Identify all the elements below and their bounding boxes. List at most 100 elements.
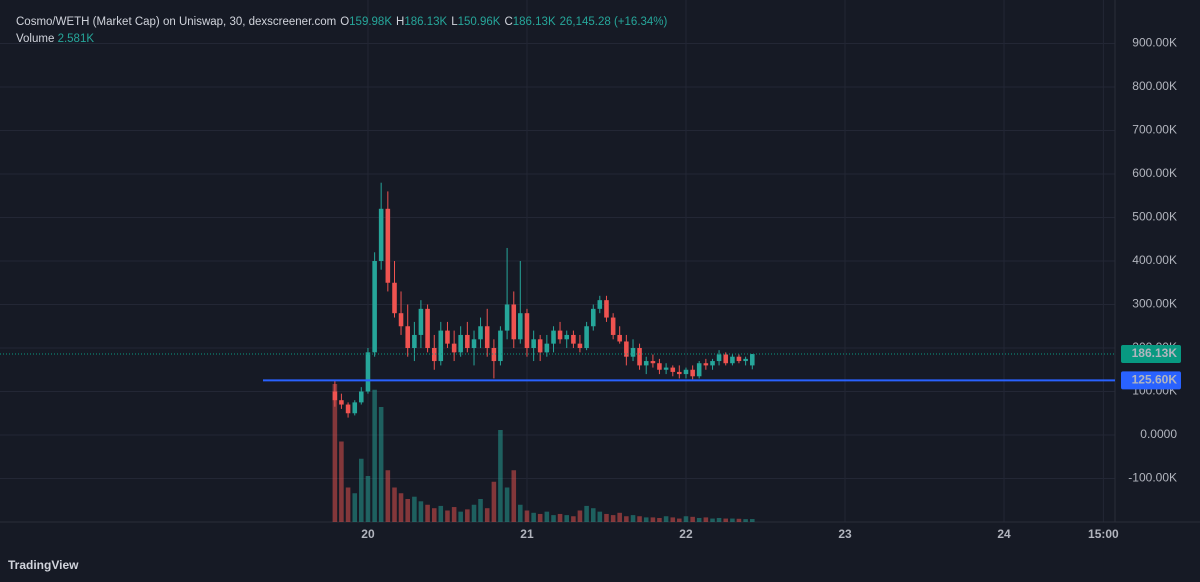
- x-tick-label: 23: [838, 527, 852, 541]
- candle-body: [531, 339, 536, 348]
- candle-body: [663, 367, 669, 370]
- candle-body: [431, 348, 437, 362]
- volume-bar: [458, 511, 463, 522]
- candle-body: [597, 300, 603, 309]
- candle-body: [484, 326, 490, 348]
- change-value: 26,145.28 (+16.34%): [559, 16, 668, 28]
- volume-bar: [604, 513, 609, 522]
- candle-body: [710, 361, 715, 366]
- volume-bar: [736, 518, 742, 522]
- candle-body: [511, 304, 517, 340]
- x-tick-label: 21: [520, 527, 534, 541]
- volume-bar: [610, 515, 616, 522]
- candle-body: [577, 343, 583, 348]
- volume-bar: [630, 515, 636, 522]
- volume-bar: [637, 516, 642, 522]
- volume-bar: [557, 513, 563, 522]
- volume-bar: [392, 487, 397, 522]
- volume-bar: [425, 504, 430, 522]
- candle-body: [617, 334, 622, 342]
- ohlc-value: 186.13K: [404, 16, 448, 28]
- volume-bar: [677, 518, 682, 522]
- candle-body: [716, 354, 722, 362]
- volume-bar: [690, 516, 695, 522]
- volume-bar: [365, 476, 371, 522]
- candle-body: [451, 343, 457, 353]
- volume-bar: [339, 441, 344, 522]
- volume-bar: [696, 517, 702, 522]
- volume-value: 2.581K: [57, 33, 95, 45]
- candle-body: [438, 330, 444, 362]
- volume-bar: [418, 501, 424, 522]
- candle-body: [471, 339, 477, 348]
- brand-name: TradingView: [8, 558, 79, 572]
- candle-body: [458, 334, 463, 353]
- candle-body: [683, 369, 689, 375]
- volume-bar: [597, 511, 603, 522]
- ohlc-key: O: [340, 16, 350, 28]
- candle-body: [518, 313, 523, 340]
- volume-bar: [590, 508, 596, 522]
- y-tick-label: 0.0000: [1140, 427, 1177, 441]
- symbol-title: Cosmo/WETH (Market Cap) on Uniswap, 30, …: [16, 16, 337, 28]
- volume-bar: [584, 505, 589, 522]
- volume-bar: [617, 512, 622, 522]
- volume-bar: [451, 507, 457, 522]
- volume-bar: [332, 384, 338, 522]
- candle-body: [412, 334, 417, 348]
- y-tick-label: 800.00K: [1132, 79, 1177, 93]
- x-tick-label: 22: [679, 527, 693, 541]
- ohlc-value: 150.96K: [457, 16, 501, 28]
- ohlc-value: 186.13K: [512, 16, 556, 28]
- volume-bar: [643, 517, 649, 522]
- hline-badge: [1121, 371, 1181, 390]
- volume-bar: [518, 504, 523, 522]
- symbol-line: Cosmo/WETH (Market Cap) on Uniswap, 30, …: [16, 14, 667, 31]
- volume-bar: [683, 516, 689, 522]
- candle-body: [630, 348, 636, 357]
- volume-bar: [358, 458, 364, 522]
- candle-body: [332, 391, 338, 401]
- candle-body: [643, 361, 649, 366]
- volume-bar: [730, 518, 735, 522]
- volume-bar: [385, 470, 391, 522]
- volume-bar: [650, 517, 656, 522]
- ohlc-key: H: [396, 16, 405, 28]
- candle-body: [703, 363, 709, 366]
- volume-bar: [551, 515, 556, 522]
- candle-body: [345, 404, 351, 414]
- candle-body: [696, 363, 702, 377]
- volume-bar: [537, 513, 543, 522]
- volume-bar: [471, 504, 477, 522]
- volume-bar: [663, 516, 669, 522]
- volume-bar: [531, 512, 536, 522]
- ohlc-value: 159.98K: [349, 16, 393, 28]
- candle-body: [677, 371, 682, 375]
- y-tick-label: 700.00K: [1132, 123, 1177, 137]
- volume-bar: [465, 509, 470, 522]
- candle-body: [624, 341, 629, 357]
- candle-body: [690, 369, 695, 377]
- candle-body: [398, 313, 404, 327]
- volume-bar: [723, 518, 729, 522]
- candle-body: [425, 308, 430, 348]
- candle-body: [405, 326, 410, 348]
- candle-body: [670, 367, 676, 372]
- volume-bar: [484, 508, 490, 522]
- candle-body: [418, 308, 424, 335]
- candle-body: [736, 356, 742, 362]
- volume-key: Volume: [16, 33, 55, 45]
- volume-bar: [716, 517, 722, 522]
- volume-bar: [564, 515, 570, 522]
- candle-body: [584, 326, 589, 348]
- candle-body: [504, 304, 510, 331]
- legend: Cosmo/WETH (Market Cap) on Uniswap, 30, …: [16, 14, 667, 48]
- x-tick-label: 15:00: [1088, 527, 1119, 541]
- volume-bar: [345, 487, 351, 522]
- candle-body: [551, 330, 556, 344]
- volume-bar: [750, 519, 755, 522]
- volume-bar: [431, 508, 437, 522]
- y-tick-label: 400.00K: [1132, 253, 1177, 267]
- volume-bar: [412, 496, 417, 522]
